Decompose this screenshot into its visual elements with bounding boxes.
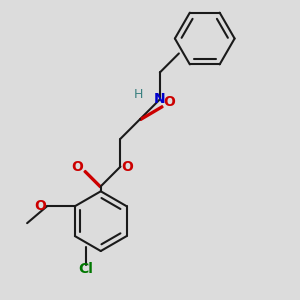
Text: N: N — [154, 92, 166, 106]
Text: O: O — [122, 160, 134, 174]
Text: O: O — [71, 160, 83, 174]
Text: O: O — [34, 199, 46, 213]
Text: O: O — [163, 95, 175, 109]
Text: H: H — [133, 88, 143, 101]
Text: Cl: Cl — [78, 262, 93, 276]
